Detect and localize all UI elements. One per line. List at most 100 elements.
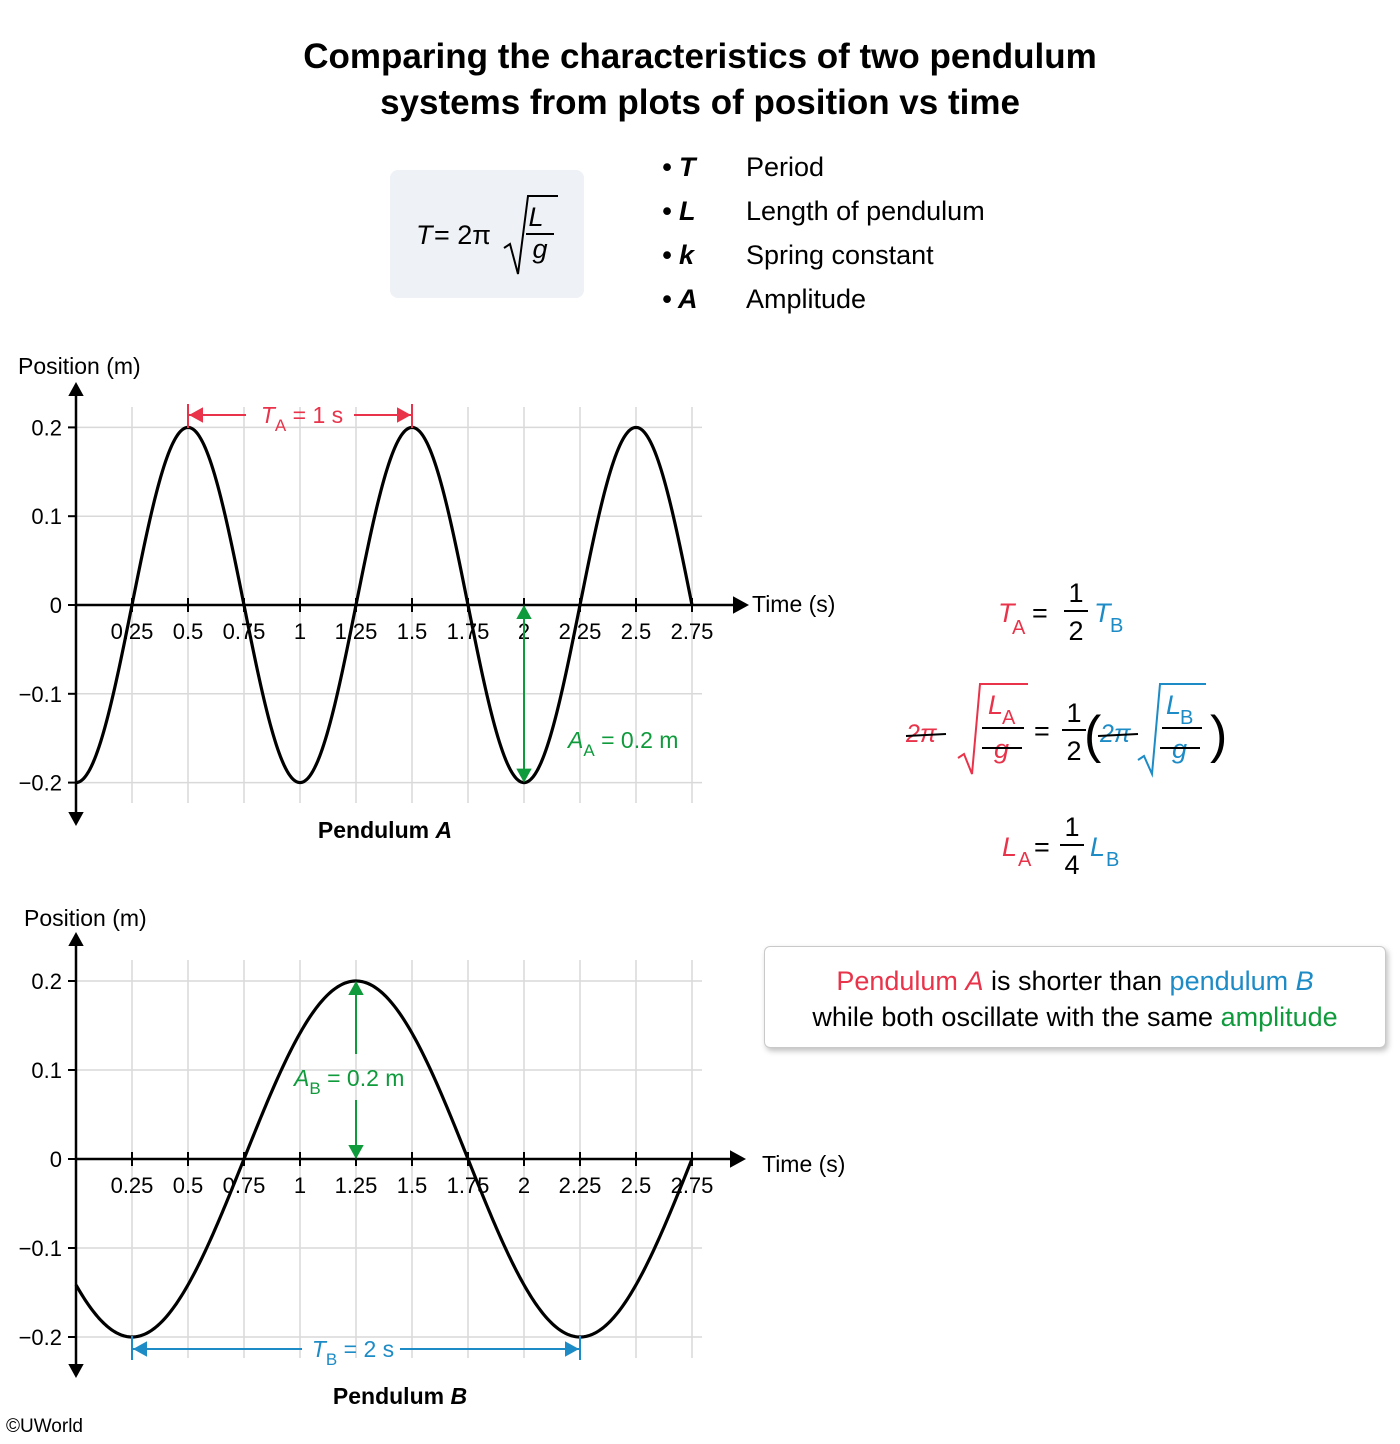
y-ticks-b: 0.2 0.1 0 −0.1 −0.2 — [19, 969, 76, 1350]
x-tick-label: 0.75 — [223, 619, 266, 644]
period-annotation-a: TA = 1 s — [187, 402, 413, 435]
note-pendulum-a: Pendulum A — [836, 966, 984, 996]
eq2-equals: = — [1034, 716, 1050, 746]
annotations-a: TA = 1 s AA = 0.2 m — [187, 402, 678, 783]
eq2-right-paren: ) — [1210, 706, 1227, 764]
equation-period-ratio: T A = 1 2 T B — [998, 578, 1123, 646]
y-tick-label: −0.2 — [19, 771, 62, 796]
axes-b — [68, 932, 746, 1378]
eq1-rhs-symbol: T — [1094, 598, 1113, 628]
chart-title-a: Pendulum A — [318, 817, 452, 843]
x-tick-label: 0.25 — [111, 619, 154, 644]
formula-numerator: L — [528, 202, 543, 232]
y-tick-label: 0.1 — [31, 504, 62, 529]
note-pendulum-b: pendulum B — [1169, 966, 1314, 996]
legend-description: Spring constant — [746, 240, 934, 270]
title-line-1: Comparing the characteristics of two pen… — [303, 37, 1097, 76]
arrowhead-bottom-a — [516, 768, 532, 783]
y-tick-label: −0.1 — [19, 682, 62, 707]
arrowhead-right-b — [565, 1341, 579, 1357]
y-tick-label: 0.1 — [31, 1058, 62, 1083]
legend-description: Period — [746, 152, 825, 182]
equation-substitution: 2π L A g = 1 2 ( 2π L B g ) — [905, 683, 1227, 778]
x-axis-arrow — [730, 1150, 746, 1168]
y-axis-label-a: Position (m) — [18, 353, 141, 379]
legend-item: • T Period — [662, 145, 985, 189]
eq1-equals: = — [1032, 598, 1048, 628]
amplitude-label-a: AA = 0.2 m — [566, 727, 678, 760]
eq1-rhs-subscript: B — [1110, 615, 1123, 637]
formula-eq: = 2π — [434, 220, 491, 250]
y-tick-label: 0.2 — [31, 969, 62, 994]
eq3-lhs-subscript: A — [1018, 849, 1032, 871]
x-tick-label: 1.25 — [335, 1173, 378, 1198]
page-title: Comparing the characteristics of two pen… — [0, 34, 1400, 126]
eq2-left-paren: ( — [1084, 706, 1102, 764]
equation-length-ratio: L A = 1 4 L B — [1002, 812, 1119, 880]
x-tick-label: 1.5 — [397, 619, 428, 644]
x-tick-label: 1 — [294, 619, 306, 644]
position-curve-a — [75, 425, 694, 785]
x-tick-label: 2.25 — [559, 619, 602, 644]
conclusion-note: Pendulum A is shorter than pendulum B wh… — [764, 946, 1386, 1048]
period-formula-box: T = 2π L g — [390, 170, 584, 298]
note-text: is shorter than — [983, 966, 1170, 996]
copyright-label: ©UWorld — [6, 1416, 83, 1437]
period-label-b: TB = 2 s — [312, 1336, 394, 1369]
x-axis-label-b: Time (s) — [762, 1151, 845, 1177]
x-tick-label: 2.5 — [621, 1173, 652, 1198]
x-axis-arrow — [733, 596, 749, 614]
eq3-equals: = — [1034, 832, 1050, 862]
formula-denominator: g — [532, 234, 547, 264]
eq2-strike-left — [905, 733, 947, 737]
eq3-denominator: 4 — [1064, 850, 1079, 880]
legend-symbol: • T — [662, 152, 696, 182]
x-tick-label: 0.25 — [111, 1173, 154, 1198]
title-line-2: systems from plots of position vs time — [380, 83, 1020, 122]
note-text-2: while both oscillate with the same — [812, 1002, 1221, 1032]
annotations-b: TB = 2 s AB = 0.2 m — [131, 981, 581, 1369]
period-formula: T = 2π L g — [416, 195, 558, 275]
x-tick-label: 2.25 — [559, 1173, 602, 1198]
arrowhead-right-a — [397, 407, 411, 423]
eq2-subscript-b: B — [1180, 707, 1193, 729]
derivation: T A = 1 2 T B 2π L A g = 1 2 ( 2π L B g … — [905, 578, 1227, 880]
chart-pendulum-b: 0.25 0.5 0.75 1 1.25 1.5 1.75 2 2.25 2.5 2.75 0.20… — [19, 905, 846, 1409]
symbol-legend: • T Period • L Length of pendulum • k Sp… — [662, 145, 985, 321]
legend-item: • k Spring constant — [662, 233, 985, 277]
arrowhead-top-b — [348, 981, 364, 995]
position-curve-b — [74, 979, 694, 1339]
x-tick-label: 2 — [518, 1173, 530, 1198]
x-tick-label: 0.5 — [173, 619, 204, 644]
x-ticks-b: 0.25 0.5 0.75 1 1.25 1.5 1.75 2 2.25 2.5 2.75 — [111, 1152, 713, 1198]
y-tick-label: 0.2 — [31, 415, 62, 440]
note-amplitude: amplitude — [1220, 1002, 1338, 1032]
eq2-strike-right — [1097, 733, 1139, 737]
note-line-2: while both oscillate with the same ampli… — [765, 999, 1385, 1035]
eq1-numerator: 1 — [1068, 578, 1083, 608]
x-tick-label: 1.5 — [397, 1173, 428, 1198]
legend-description: Length of pendulum — [746, 196, 985, 226]
x-axis-label-a: Time (s) — [752, 591, 835, 617]
amplitude-label-b: AB = 0.2 m — [292, 1065, 404, 1098]
eq3-rhs-symbol: L — [1090, 832, 1105, 862]
y-tick-label: 0 — [50, 1147, 62, 1172]
legend-description: Amplitude — [746, 284, 867, 314]
x-tick-label: 1.75 — [447, 619, 490, 644]
arrowhead-top-a — [516, 605, 532, 619]
eq1-denominator: 2 — [1068, 616, 1083, 646]
legend-symbol: • L — [662, 196, 696, 226]
period-label-a: TA = 1 s — [261, 402, 343, 435]
y-tick-label: −0.1 — [19, 1236, 62, 1261]
y-tick-label: −0.2 — [19, 1325, 62, 1350]
arrowhead-bottom-b — [348, 1145, 364, 1159]
y-ticks-a: 0.2 0.1 0 −0.1 −0.2 — [19, 415, 76, 796]
eq2-numerator: 1 — [1066, 698, 1081, 728]
eq2-sqrt-right — [1137, 683, 1206, 778]
y-axis-arrow-up — [68, 932, 84, 946]
y-tick-label: 0 — [50, 593, 62, 618]
eq2-length-b: L — [1166, 690, 1181, 720]
chart-title-b: Pendulum B — [333, 1383, 467, 1409]
y-axis-arrow-down — [68, 1364, 84, 1378]
